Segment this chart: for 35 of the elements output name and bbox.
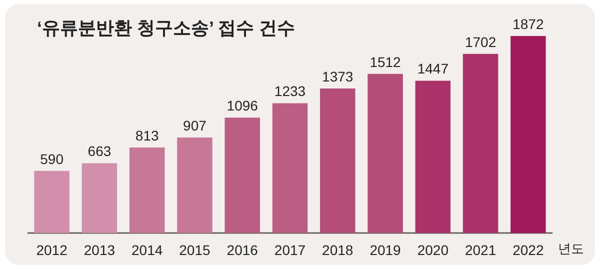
x-tick-label: 2012 [36, 242, 68, 258]
chart-title: ‘유류분반환 청구소송’ 접수 건수 [37, 18, 296, 38]
bar [272, 103, 308, 233]
bar [82, 163, 118, 233]
x-tick-label: 2021 [464, 242, 496, 258]
data-label: 1702 [464, 34, 496, 50]
data-label: 590 [40, 150, 64, 167]
x-tick-label: 2016 [226, 242, 258, 258]
data-label: 907 [183, 118, 207, 134]
bar [34, 170, 70, 233]
data-label: 1872 [512, 16, 544, 32]
bar [415, 80, 451, 233]
x-tick-label: 2022 [512, 242, 544, 258]
x-axis-title: 년도 [558, 241, 584, 256]
x-tick-label: 2018 [322, 242, 354, 258]
data-label: 1373 [322, 68, 354, 85]
x-tick-label: 2017 [274, 242, 306, 258]
x-tick-label: 2015 [179, 242, 211, 258]
bar [177, 138, 212, 233]
data-label: 1512 [370, 54, 402, 70]
data-label: 1096 [226, 98, 258, 114]
x-tick-label: 2013 [84, 242, 116, 258]
data-label: 813 [135, 127, 159, 144]
data-label: 663 [88, 143, 112, 160]
bar [320, 88, 356, 233]
bar [368, 74, 403, 233]
data-label: 1233 [274, 83, 306, 100]
bar [510, 36, 546, 233]
bar [129, 147, 165, 233]
bar [224, 118, 260, 233]
x-tick-label: 2020 [417, 242, 449, 258]
x-tick-label: 2014 [132, 242, 163, 258]
x-tick-label: 2019 [370, 242, 402, 258]
bar [462, 54, 498, 233]
data-label: 1447 [417, 60, 449, 77]
